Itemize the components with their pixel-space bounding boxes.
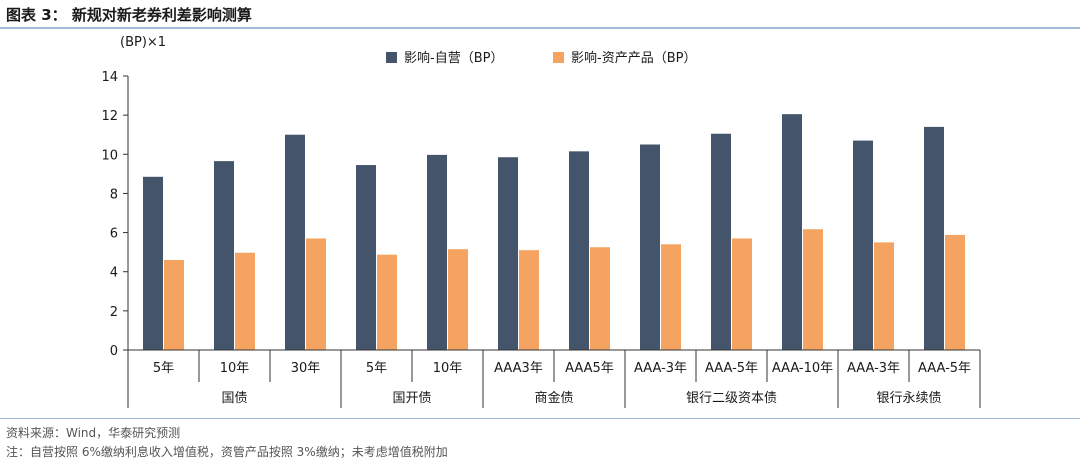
footer-rule [0,418,1080,419]
figure-header: 图表 3： 新规对新老券利差影响测算 [0,0,1080,28]
category-label: AAA-5年 [705,361,758,376]
category-label: 10年 [433,361,463,376]
category-label: 10年 [220,361,250,376]
group-axis: 国债 国开债 商金债 银行二级资本债 银行永续债 [127,382,981,408]
bar-asset-product [164,259,184,350]
y-tick-label: 12 [101,109,118,124]
category-label: 5年 [366,361,387,376]
category-label: AAA-3年 [847,361,900,376]
group-label: 银行二级资本债 [686,391,777,406]
legend-swatch [553,52,564,63]
y-tick-label: 4 [110,266,118,281]
category-label: AAA3年 [494,361,543,376]
bar-asset-product [306,238,326,350]
bar-asset-product [945,234,965,350]
y-tick-label: 0 [110,344,118,359]
bar-chart: (BP)×1 影响-自营（BP） 影响-资产产品（BP） 02468101214 … [101,35,981,408]
bar-proprietary [569,151,589,350]
bar-asset-product [377,254,397,350]
bar-proprietary [498,157,518,350]
legend: 影响-自营（BP） 影响-资产产品（BP） [386,50,696,66]
y-axis: 0 2 4 6 8 10 12 14 [101,70,129,359]
figure-title: 图表 3： 新规对新老券利差影响测算 [6,6,252,24]
bar-proprietary [782,114,802,351]
category-label: AAA-5年 [918,361,971,376]
note-text: 注：自营按照 6%缴纳利息收入增值税，资管产品按照 3%缴纳；未考虑增值税附加 [6,445,448,459]
bar-proprietary [143,176,163,350]
bars [143,114,965,351]
category-label: 30年 [291,361,321,376]
legend-label: 影响-自营（BP） [404,50,503,66]
header-rule [0,27,1080,29]
bar-asset-product [874,242,894,350]
category-label: AAA5年 [565,361,614,376]
legend-swatch [386,52,397,63]
bar-proprietary [214,161,234,350]
bar-asset-product [803,229,823,350]
bar-asset-product [235,252,255,350]
bar-proprietary [853,140,873,350]
source-text: 资料来源：Wind，华泰研究预测 [6,426,181,440]
category-label: AAA-3年 [634,361,687,376]
category-label: AAA-10年 [772,361,833,376]
bar-asset-product [732,238,752,350]
category-label: 5年 [153,361,174,376]
y-tick-label: 2 [110,305,118,320]
category-axis: 5年 10年 30年 5年 10年 AAA3年 AAA5年 AAA-3年 AAA-5年 AAA-1… [127,349,981,382]
bar-proprietary [924,126,944,350]
group-label: 商金债 [534,390,573,406]
y-tick-label: 14 [101,70,118,85]
bar-proprietary [285,134,305,350]
group-label: 国开债 [392,391,431,406]
bar-proprietary [427,154,447,350]
y-tick-label: 8 [110,187,118,202]
bar-asset-product [519,250,539,350]
legend-label: 影响-资产产品（BP） [571,50,696,66]
y-tick-label: 10 [101,148,118,163]
bar-proprietary [356,165,376,350]
bar-proprietary [640,144,660,350]
bar-asset-product [448,249,468,350]
bar-proprietary [711,133,731,350]
group-label: 国债 [221,391,247,406]
group-label: 银行永续债 [876,391,941,406]
bar-asset-product [590,247,610,350]
bar-asset-product [661,244,681,350]
y-tick-label: 6 [110,227,118,242]
y-axis-label: (BP)×1 [120,35,166,50]
